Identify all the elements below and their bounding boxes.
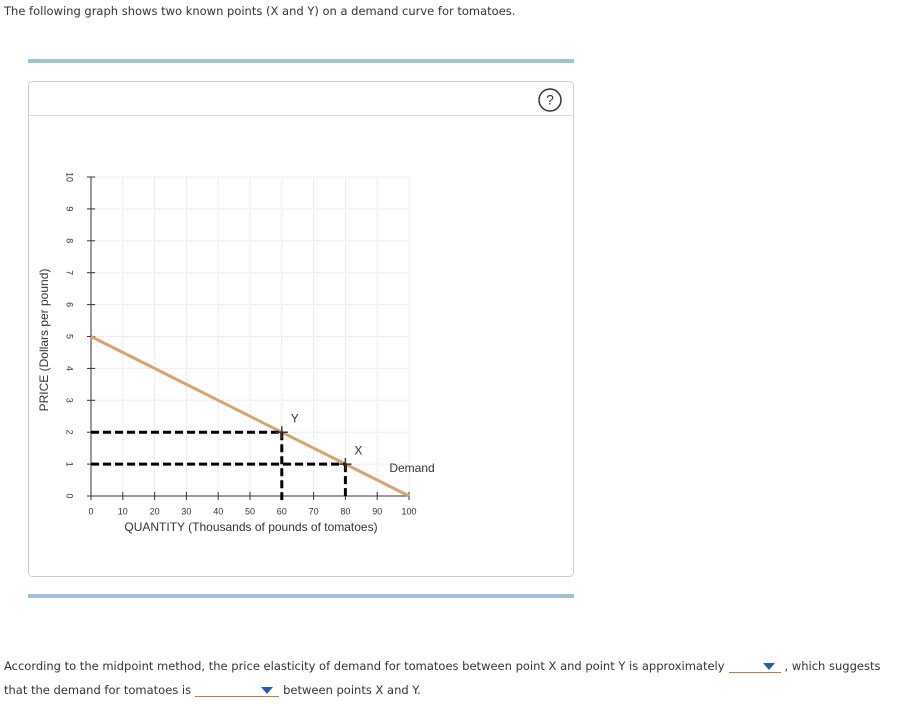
question-line-2: that the demand for tomatoes is between p… bbox=[4, 683, 421, 697]
x-tick-label: 100 bbox=[401, 506, 416, 516]
help-icon[interactable]: ? bbox=[546, 92, 554, 108]
y-tick-label: 3 bbox=[65, 398, 75, 403]
y-tick-label: 9 bbox=[65, 206, 75, 211]
question-text: that the demand for tomatoes is bbox=[4, 683, 192, 697]
point-marker bbox=[275, 426, 288, 439]
help-button[interactable] bbox=[538, 88, 562, 112]
y-axis-label: PRICE (Dollars per pound) bbox=[37, 269, 51, 412]
y-tick-label: 0 bbox=[65, 493, 75, 498]
dropdown[interactable] bbox=[195, 684, 280, 697]
legend-label: Demand bbox=[389, 461, 434, 475]
x-tick-label: 0 bbox=[88, 506, 93, 516]
y-tick-label: 8 bbox=[65, 238, 75, 243]
x-tick-label: 80 bbox=[340, 506, 350, 516]
y-tick-label: 2 bbox=[65, 430, 75, 435]
divider bbox=[28, 59, 574, 63]
x-tick-label: 90 bbox=[372, 506, 382, 516]
y-tick-label: 4 bbox=[65, 366, 75, 371]
question-text: between points X and Y. bbox=[283, 683, 421, 697]
intro: The following graph shows two known poin… bbox=[4, 4, 516, 18]
plot: 0 10 20 30 40 50 60 70 80 90 100 0 1 2 3 4 5 6 7 8 9 10 QUANTI… bbox=[37, 172, 435, 534]
x-tick-label: 60 bbox=[277, 506, 287, 516]
demand-line bbox=[90, 335, 410, 498]
x-tick-label: 50 bbox=[245, 506, 255, 516]
y-tick-label: 5 bbox=[65, 334, 75, 339]
x-tick-label: 40 bbox=[213, 506, 223, 516]
x-axis-label: QUANTITY (Thousands of pounds of tomatoe… bbox=[124, 520, 377, 534]
y-tick-label: 7 bbox=[65, 270, 75, 275]
panel bbox=[28, 81, 574, 577]
divider bbox=[28, 594, 574, 598]
dropdown[interactable] bbox=[728, 660, 781, 673]
point-marker bbox=[339, 458, 352, 471]
x-tick-label: 10 bbox=[118, 506, 128, 516]
y-tick-label: 1 bbox=[65, 462, 75, 467]
question-text: According to the midpoint method, the pr… bbox=[4, 659, 725, 673]
question-line-1: According to the midpoint method, the pr… bbox=[4, 659, 880, 673]
point-label: Y bbox=[291, 411, 299, 425]
x-tick-label: 20 bbox=[150, 506, 160, 516]
y-tick-label: 6 bbox=[65, 302, 75, 307]
question-text: , which suggests bbox=[784, 659, 881, 673]
x-tick-label: 70 bbox=[309, 506, 319, 516]
x-tick-label: 30 bbox=[181, 506, 191, 516]
point-label: X bbox=[354, 443, 362, 457]
y-tick-label: 10 bbox=[65, 172, 75, 182]
